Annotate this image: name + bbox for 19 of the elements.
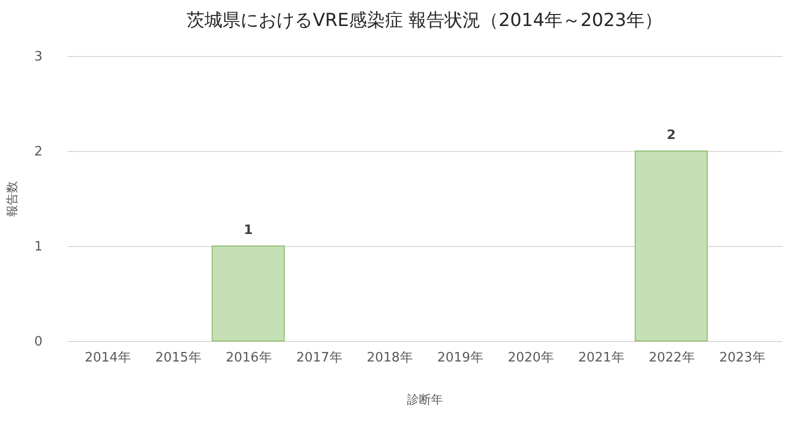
x-tick-label: 2022年 <box>648 350 695 366</box>
x-tick-label: 2020年 <box>508 350 554 366</box>
x-tick-label: 2021年 <box>578 350 624 366</box>
y-tick-label: 3 <box>34 50 42 64</box>
data-label: 2 <box>666 128 676 143</box>
x-tick-label: 2016年 <box>226 350 272 366</box>
y-tick-label: 0 <box>34 334 42 350</box>
x-tick-label: 2015年 <box>155 350 202 366</box>
y-axis-title: 報告数 <box>5 181 20 217</box>
x-tick-label: 2019年 <box>437 350 484 366</box>
x-axis-title: 診断年 <box>407 392 443 406</box>
data-label: 1 <box>244 223 253 238</box>
y-tick-label: 2 <box>34 144 42 160</box>
x-tick-label: 2017年 <box>296 350 342 366</box>
y-tick-label: 1 <box>34 240 42 254</box>
x-tick-label: 2018年 <box>366 350 413 366</box>
x-tick-label: 2023年 <box>719 350 766 366</box>
chart-title: 茨城県におけるVRE感染症 報告状況（2014年～2023年） <box>186 10 662 31</box>
x-tick-label: 2014年 <box>84 350 131 366</box>
